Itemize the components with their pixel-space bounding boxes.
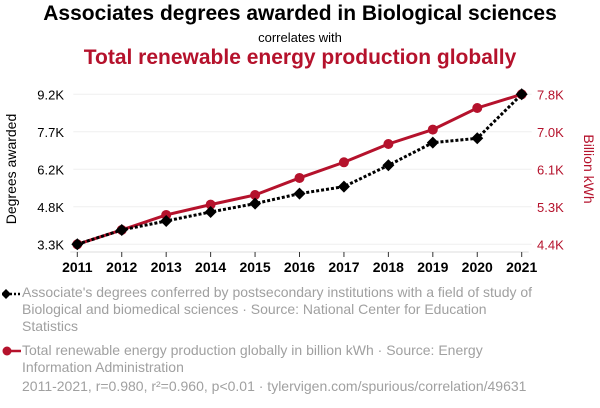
series-line-degrees [76,93,523,246]
y-axis-left-label: Degrees awarded [3,114,19,225]
data-point-degrees [115,223,128,236]
x-tick-label: 2011 [62,259,93,275]
data-point-renewable [338,157,349,168]
x-tick-label: 2016 [284,259,315,275]
x-tick-label: 2018 [373,259,404,275]
y-axis-left: 3.3K 4.8K 6.2K 7.7K 9.2K [37,87,64,252]
legend-circle-line-icon [2,346,21,356]
data-point-degrees [293,187,306,200]
x-tick-label: 2020 [462,259,493,275]
data-point-degrees [249,197,262,210]
data-point-degrees [160,214,173,227]
y-tick-label-right: 5.3K [537,200,564,215]
data-point-renewable [427,124,438,135]
y-axis-right: 4.4K 5.3K 6.1K 7.0K 7.8K [537,87,564,252]
y-tick-label-right: 7.8K [537,87,564,102]
data-point-degrees [382,159,395,172]
x-tick-label: 2019 [417,259,448,275]
series-degrees [71,88,528,251]
y-tick-label-left: 3.3K [37,237,64,252]
data-point-renewable [205,199,216,210]
chart-title: Associates degrees awarded in Biological… [43,2,557,25]
gridlines [73,93,532,245]
data-point-renewable [250,189,261,200]
x-tick-label: 2013 [151,259,182,275]
x-tick-label: 2021 [506,259,537,275]
footer-stats: 2011-2021, r=0.980, r²=0.960, p<0.01 · t… [22,378,527,394]
x-axis: 2011 2012 2013 2014 2015 2016 2017 2018 2019 2020… [62,251,537,275]
data-point-degrees [204,205,217,218]
data-point-degrees [337,180,350,193]
data-point-degrees [426,136,439,149]
legend-text-degrees: Associate's degrees conferred by postsec… [22,284,533,334]
y-tick-label-right: 7.0K [537,125,564,140]
y-tick-label-right: 6.1K [537,162,564,177]
x-tick-label: 2012 [106,259,137,275]
data-point-renewable [383,138,394,149]
y-tick-label-left: 6.2K [37,162,64,177]
x-tick-label: 2014 [195,259,226,275]
y-tick-label-left: 4.8K [37,200,64,215]
data-point-renewable [294,172,305,183]
data-point-renewable [472,102,483,113]
data-point-degrees [71,238,84,251]
legend-diamond-dotted-icon [2,289,21,299]
legend-text-renewable: Total renewable energy production global… [22,342,483,375]
x-tick-label: 2017 [328,259,359,275]
chart: 2011 2012 2013 2014 2015 2016 2017 2018 2019 2020… [3,87,597,275]
x-tick-label: 2015 [239,259,270,275]
y-tick-label-left: 7.7K [37,125,64,140]
data-point-degrees [471,132,484,145]
y-axis-right-label: Billion kWh [581,134,597,203]
chart-title-secondary: Total renewable energy production global… [83,46,517,69]
y-tick-label-right: 4.4K [537,237,564,252]
data-point-degrees [515,88,528,101]
y-tick-label-left: 9.2K [37,87,64,102]
chart-subtitle: correlates with [258,30,342,45]
